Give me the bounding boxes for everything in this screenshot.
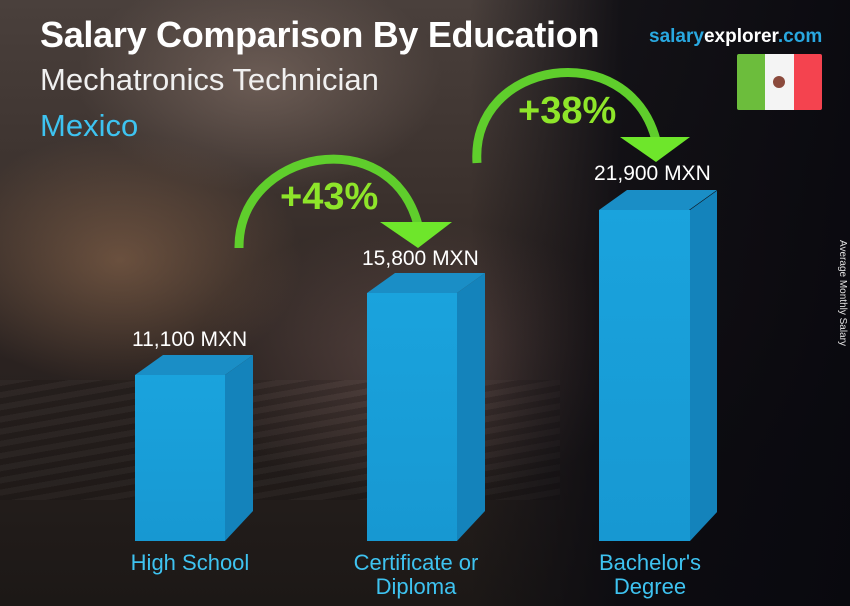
value-label-certificate-diploma: 15,800 MXN: [362, 247, 479, 270]
bar-certificate-diploma: [367, 273, 485, 541]
eagle-emblem-icon: [773, 76, 786, 88]
bar-bachelors-degree: [599, 190, 717, 541]
increase-label-2: +38%: [518, 90, 617, 132]
category-label-bachelors-degree: Bachelor's Degree: [570, 551, 730, 599]
mexico-flag-icon: [737, 54, 822, 110]
value-label-high-school: 11,100 MXN: [132, 328, 248, 351]
country-name: Mexico: [40, 108, 139, 143]
job-title: Mechatronics Technician: [40, 62, 379, 97]
brand-part-com: .com: [777, 26, 823, 47]
category-line-2: Diploma: [375, 574, 457, 599]
arrow-icon-2: [472, 67, 690, 164]
category-line-1: Bachelor's: [598, 550, 702, 575]
brand-part-salary: salary: [649, 26, 704, 47]
category-label-certificate-diploma: Certificate or Diploma: [330, 551, 502, 599]
brand-logo[interactable]: salaryexplorer.com: [649, 26, 822, 48]
category-line-2: Degree: [613, 574, 687, 599]
arrow-icon-1: [234, 154, 452, 249]
chart-title: Salary Comparison By Education: [40, 14, 600, 55]
value-label-bachelors-degree: 21,900 MXN: [594, 162, 711, 185]
category-line-1: Certificate or: [353, 550, 479, 575]
y-axis-label: Average Monthly Salary: [837, 240, 848, 346]
increase-label-1: +43%: [280, 176, 379, 218]
brand-part-explorer: explorer: [703, 26, 778, 47]
category-line-1: High School: [130, 550, 250, 575]
bar-high-school: [135, 355, 253, 541]
category-label-high-school: High School: [110, 551, 270, 575]
